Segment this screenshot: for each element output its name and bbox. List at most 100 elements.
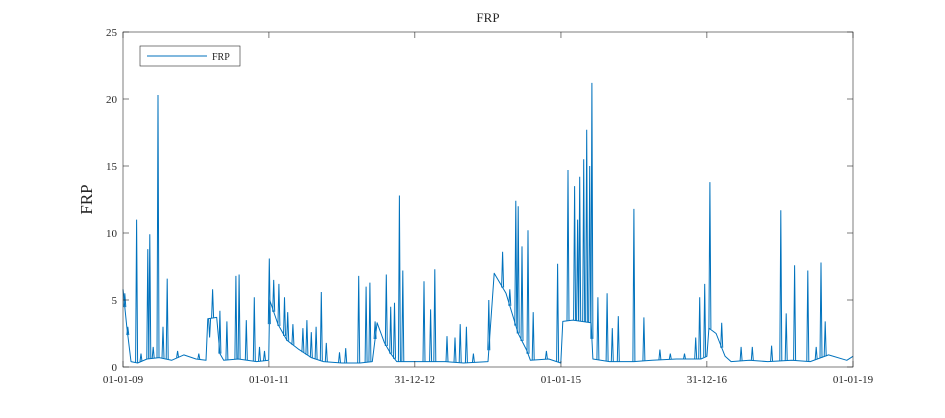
x-tick-label: 01-01-15 xyxy=(541,374,582,386)
legend: FRP xyxy=(139,45,241,67)
series-spike-frp xyxy=(176,350,180,358)
series-spike-frp xyxy=(576,219,580,321)
series-spike-frp xyxy=(819,262,823,358)
series-spike-frp xyxy=(588,165,592,323)
series-spike-frp xyxy=(520,246,524,342)
series-spike-frp xyxy=(161,326,165,359)
series-spike-frp xyxy=(526,230,530,354)
series-spike-frp xyxy=(578,176,582,322)
series-spike-frp xyxy=(683,353,686,360)
series-spike-frp xyxy=(146,249,150,359)
series-spike-frp xyxy=(739,346,743,361)
series-spike-frp xyxy=(263,350,266,361)
series-spike-frp xyxy=(596,297,600,360)
series-spike-frp xyxy=(750,346,754,361)
series-spike-frp xyxy=(698,297,702,360)
series-spike-frp xyxy=(694,337,698,360)
series-spike-frp xyxy=(151,346,155,359)
series-line-frp-baseline xyxy=(122,272,854,364)
series-spike-frp xyxy=(616,316,620,362)
series-spike-frp xyxy=(364,286,368,363)
y-tick-label: 10 xyxy=(106,228,118,240)
series-spike-frp xyxy=(165,278,169,360)
series-spike-frp xyxy=(368,282,372,362)
series-spike-frp xyxy=(389,306,393,354)
series-spike-frp xyxy=(501,251,505,288)
series-spike-frp xyxy=(823,321,827,357)
series-spike-frp xyxy=(397,195,401,362)
axes-box xyxy=(122,31,854,368)
series-spike-frp xyxy=(384,274,388,347)
series-spike-frp xyxy=(453,337,457,363)
y-axis-label: FRP xyxy=(77,184,96,214)
series-spike-frp xyxy=(508,289,512,306)
series-spike-frp xyxy=(531,312,535,361)
series-spike-frp xyxy=(806,270,810,362)
series-spike-frp xyxy=(544,350,548,360)
series-spike-frp xyxy=(135,219,139,363)
series-spike-frp xyxy=(668,353,672,360)
series-spike-frp xyxy=(582,159,586,322)
series-spike-frp xyxy=(286,312,290,341)
series-spike-frp xyxy=(272,279,276,312)
series-spike-frp xyxy=(291,324,295,345)
series-spike-frp xyxy=(658,349,662,360)
series-spike-frp xyxy=(393,302,396,359)
ticks-layer: 0 5 10 15 20 25 01-01-09 01-01-11 31-12-12 01-01-… xyxy=(103,27,874,386)
series-spike-frp xyxy=(779,210,783,361)
y-tick-label: 15 xyxy=(106,161,118,173)
series-spike-frp xyxy=(208,318,212,338)
series-spike-frp xyxy=(605,293,609,362)
series-spike-frp xyxy=(487,299,491,351)
series-spike-frp xyxy=(258,346,261,362)
y-tick-label: 5 xyxy=(112,295,118,307)
series-spike-frp xyxy=(632,208,636,362)
series-spike-frp xyxy=(309,332,313,358)
x-tick-label: 31-12-12 xyxy=(395,374,435,386)
series-spike-frp xyxy=(445,336,449,362)
x-tick-label: 31-12-16 xyxy=(687,374,728,386)
series-spike-frp xyxy=(703,283,707,358)
series-spike-frp xyxy=(139,353,143,362)
series-spike-frp xyxy=(267,258,271,325)
series-spike-frp xyxy=(573,186,577,321)
series-spike-frp xyxy=(433,269,437,362)
series-spike-frp xyxy=(585,129,589,323)
y-tick-label: 0 xyxy=(112,362,118,374)
series-spike-frp xyxy=(344,348,348,364)
series-spike-frp xyxy=(422,281,426,362)
series-spike-frp xyxy=(516,206,520,334)
series-spike-frp xyxy=(556,263,560,362)
legend-entry-frp: FRP xyxy=(212,52,230,63)
series-spike-frp xyxy=(429,309,433,362)
series-spike-frp xyxy=(301,328,305,353)
series-spike-frp xyxy=(471,353,475,363)
series-spike-frp xyxy=(373,321,377,340)
series-spike-frp xyxy=(566,169,570,321)
series-spike-frp xyxy=(770,345,774,362)
series-spike-frp xyxy=(814,346,818,360)
series-spike-frp xyxy=(218,310,222,354)
series-spike-frp xyxy=(642,317,646,361)
series-spike-frp xyxy=(244,320,248,361)
series-spike-frp xyxy=(126,326,130,336)
series-spike-frp xyxy=(197,353,201,360)
series-spike-frp xyxy=(793,265,797,361)
series-spike-frp xyxy=(156,94,160,358)
series-spike-frp xyxy=(225,321,229,361)
plot-area xyxy=(123,32,853,367)
x-tick-label: 01-01-19 xyxy=(833,374,874,386)
chart-title: FRP xyxy=(476,10,499,25)
series-spike-frp xyxy=(590,82,594,339)
series-spike-frp xyxy=(784,313,788,361)
series-spike-frp xyxy=(277,283,281,326)
series-spike-frp xyxy=(314,326,318,360)
series-spike-frp xyxy=(324,342,328,362)
series-spike-frp xyxy=(234,275,238,360)
series-spike-frp xyxy=(357,275,361,364)
series-spike-frp xyxy=(610,328,614,362)
series-spike-frp xyxy=(720,322,724,348)
series-layer xyxy=(122,82,854,364)
series-spike-frp xyxy=(514,200,518,326)
